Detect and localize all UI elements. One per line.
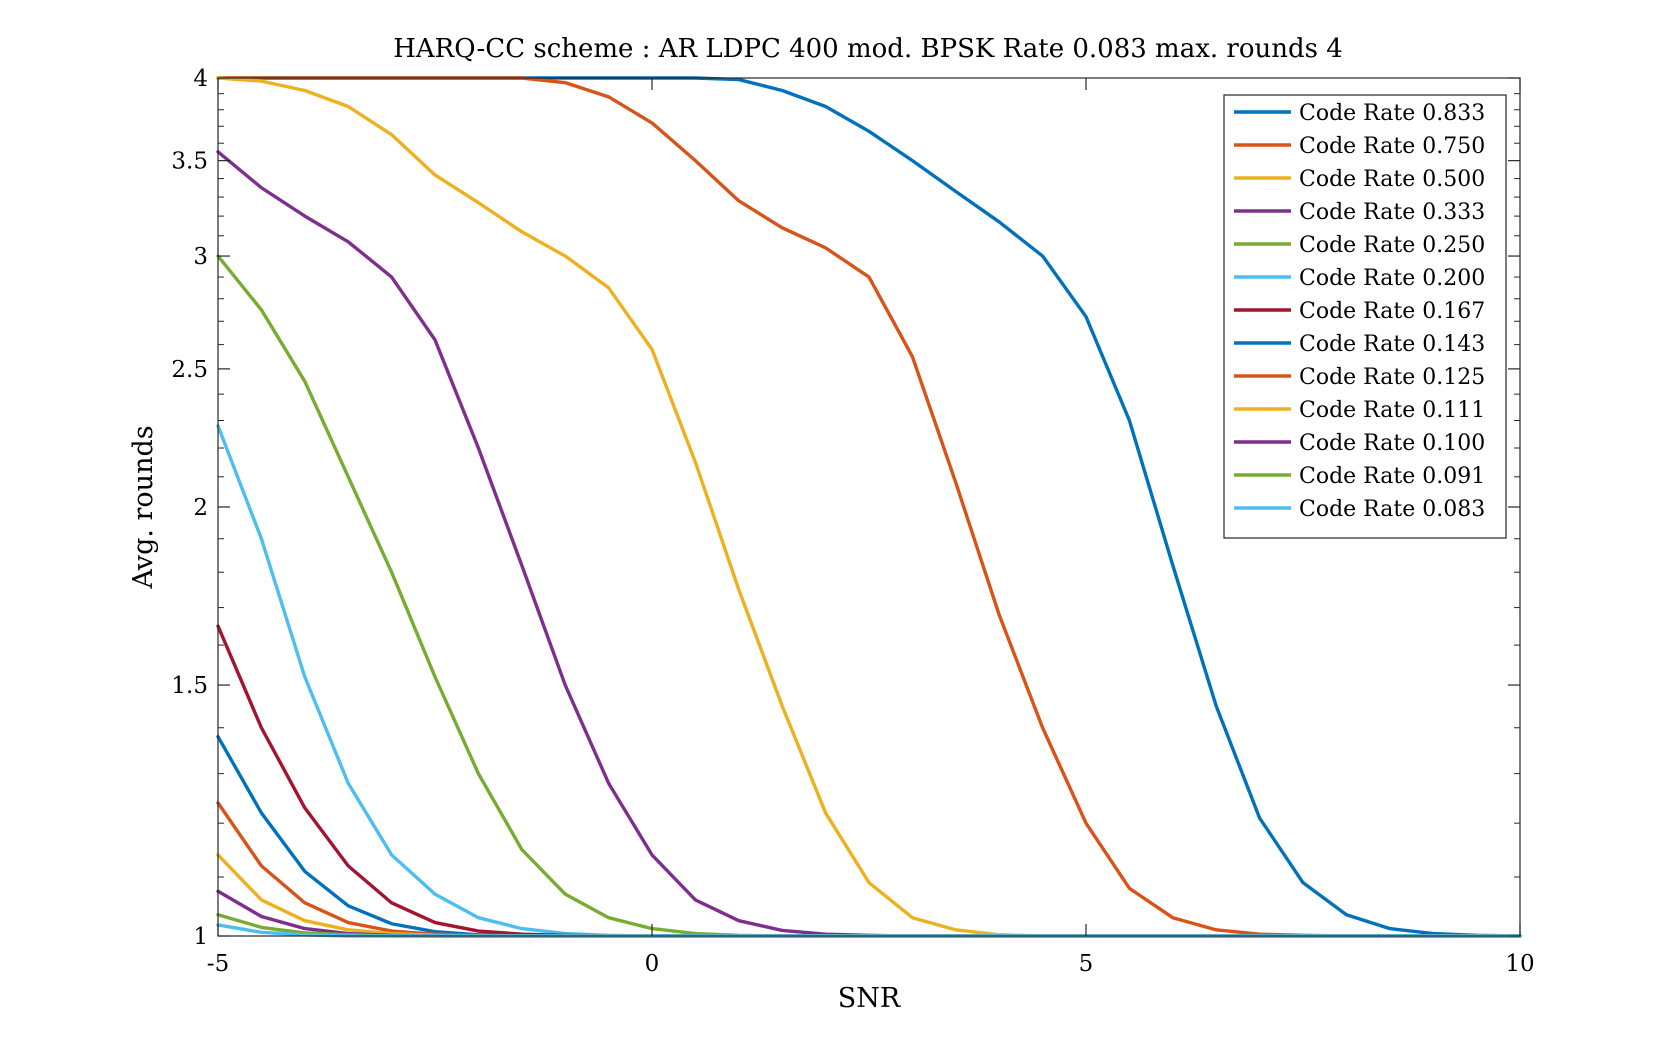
legend-label: Code Rate 0.333 — [1299, 200, 1485, 225]
legend-label: Code Rate 0.500 — [1299, 167, 1485, 192]
legend-label: Code Rate 0.111 — [1299, 398, 1485, 423]
series-line-9 — [216, 801, 1522, 938]
y-tick-label: 4 — [193, 66, 208, 92]
x-axis-ticks: -5 0 5 10 — [207, 78, 1535, 977]
legend: Code Rate 0.833 Code Rate 0.750 Code Rate … — [1223, 94, 1507, 539]
legend-label: Code Rate 0.100 — [1299, 431, 1485, 456]
legend-label: Code Rate 0.125 — [1299, 365, 1485, 390]
x-tick-label: -5 — [207, 951, 229, 977]
legend-box — [1223, 94, 1507, 539]
y-axis-label: Avg. rounds — [128, 425, 159, 589]
y-tick-label: 3.5 — [171, 149, 208, 175]
legend-label: Code Rate 0.750 — [1299, 134, 1485, 159]
y-tick-label: 3 — [193, 244, 208, 270]
legend-label: Code Rate 0.143 — [1299, 332, 1485, 357]
chart-title: HARQ-CC scheme : AR LDPC 400 mod. BPSK R… — [393, 34, 1343, 64]
y-tick-label: 2.5 — [171, 357, 208, 383]
series-line-7 — [216, 624, 1522, 938]
legend-label: Code Rate 0.200 — [1299, 266, 1485, 291]
y-tick-label: 2 — [193, 495, 208, 521]
y-tick-label: 1 — [193, 924, 208, 950]
legend-label: Code Rate 0.833 — [1299, 101, 1485, 126]
x-axis-label: SNR — [838, 983, 901, 1014]
legend-label: Code Rate 0.091 — [1299, 464, 1485, 489]
legend-label: Code Rate 0.250 — [1299, 233, 1485, 258]
y-tick-label: 1.5 — [171, 673, 208, 699]
legend-label: Code Rate 0.167 — [1299, 299, 1485, 324]
series-line-8 — [216, 734, 1522, 938]
series-line-10 — [216, 853, 1522, 938]
x-tick-label: 0 — [645, 951, 660, 977]
x-tick-label: 5 — [1079, 951, 1094, 977]
y-axis-ticks: 1 1.5 2 2.5 3 3.5 4 — [171, 66, 1520, 950]
legend-label: Code Rate 0.083 — [1299, 497, 1485, 522]
x-tick-label: 10 — [1505, 951, 1534, 977]
